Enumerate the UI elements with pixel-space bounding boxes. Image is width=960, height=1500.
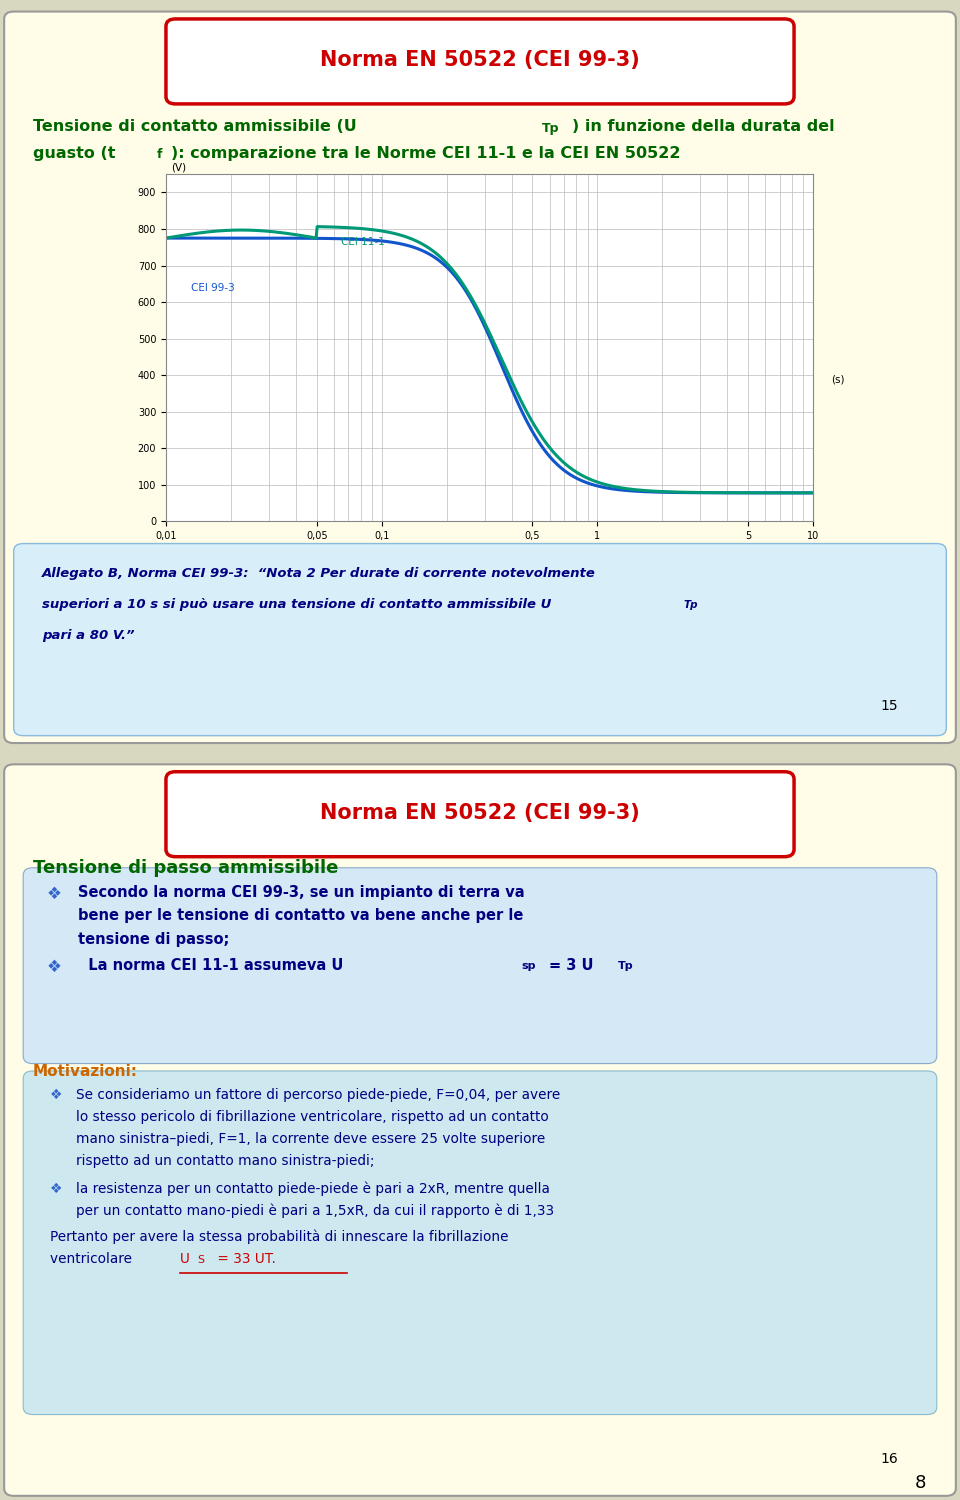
Text: 15: 15 xyxy=(880,699,898,712)
Text: Norma EN 50522 (CEI 99-3): Norma EN 50522 (CEI 99-3) xyxy=(320,51,640,70)
Text: Se consideriamo un fattore di percorso piede-piede, F=0,04, per avere: Se consideriamo un fattore di percorso p… xyxy=(76,1088,560,1102)
Text: ) in funzione della durata del: ) in funzione della durata del xyxy=(572,118,835,134)
Text: per un contatto mano-piedi è pari a 1,5xR, da cui il rapporto è di 1,33: per un contatto mano-piedi è pari a 1,5x… xyxy=(76,1204,554,1218)
Text: Allegato B, Norma CEI 99-3:  “Nota 2 Per durate di corrente notevolmente: Allegato B, Norma CEI 99-3: “Nota 2 Per … xyxy=(42,567,596,580)
Text: ventricolare: ventricolare xyxy=(50,1252,136,1266)
Text: lo stesso pericolo di fibrillazione ventricolare, rispetto ad un contatto: lo stesso pericolo di fibrillazione vent… xyxy=(76,1110,548,1124)
Text: (V): (V) xyxy=(171,162,186,172)
Text: sp: sp xyxy=(521,962,536,970)
Text: Tensione di passo ammissibile: Tensione di passo ammissibile xyxy=(33,859,338,877)
Text: la resistenza per un contatto piede-piede è pari a 2xR, mentre quella: la resistenza per un contatto piede-pied… xyxy=(76,1182,549,1197)
FancyBboxPatch shape xyxy=(4,765,956,1496)
Text: guasto (t: guasto (t xyxy=(33,146,115,160)
Text: ❖: ❖ xyxy=(50,1182,62,1196)
Text: = 33 UT.: = 33 UT. xyxy=(212,1252,276,1266)
Text: Tp: Tp xyxy=(618,962,634,970)
Text: Tp: Tp xyxy=(684,600,698,610)
Text: 8: 8 xyxy=(915,1474,926,1492)
Text: superiori a 10 s si può usare una tensione di contatto ammissibile U: superiori a 10 s si può usare una tensio… xyxy=(42,598,552,610)
Text: U: U xyxy=(180,1252,190,1266)
Text: (s): (s) xyxy=(831,375,845,384)
Text: ❖: ❖ xyxy=(47,958,61,976)
FancyBboxPatch shape xyxy=(23,868,937,1064)
Text: S: S xyxy=(198,1256,204,1264)
Text: Motivazioni:: Motivazioni: xyxy=(33,1064,137,1078)
Text: Tp: Tp xyxy=(541,122,560,135)
FancyBboxPatch shape xyxy=(166,771,794,856)
Text: rispetto ad un contatto mano sinistra-piedi;: rispetto ad un contatto mano sinistra-pi… xyxy=(76,1155,374,1168)
FancyBboxPatch shape xyxy=(166,20,794,104)
Text: mano sinistra–piedi, F=1, la corrente deve essere 25 volte superiore: mano sinistra–piedi, F=1, la corrente de… xyxy=(76,1132,544,1146)
Text: f: f xyxy=(156,148,162,162)
Text: pari a 80 V.”: pari a 80 V.” xyxy=(42,628,134,642)
FancyBboxPatch shape xyxy=(13,543,947,735)
FancyBboxPatch shape xyxy=(4,12,956,742)
Text: bene per le tensione di contatto va bene anche per le: bene per le tensione di contatto va bene… xyxy=(79,909,524,924)
Text: ❖: ❖ xyxy=(47,885,61,903)
Text: Tensione di contatto ammissibile (U: Tensione di contatto ammissibile (U xyxy=(33,118,356,134)
Text: ): comparazione tra le Norme CEI 11-1 e la CEI EN 50522: ): comparazione tra le Norme CEI 11-1 e … xyxy=(171,146,681,160)
Text: tensione di passo;: tensione di passo; xyxy=(79,932,229,946)
Text: Secondo la norma CEI 99-3, se un impianto di terra va: Secondo la norma CEI 99-3, se un impiant… xyxy=(79,885,525,900)
Text: La norma CEI 11-1 assumeva U: La norma CEI 11-1 assumeva U xyxy=(79,958,344,974)
Text: Pertanto per avere la stessa probabilità di innescare la fibrillazione: Pertanto per avere la stessa probabilità… xyxy=(50,1230,509,1245)
Text: 16: 16 xyxy=(880,1452,899,1466)
Text: = 3 U: = 3 U xyxy=(548,958,593,974)
Text: Norma EN 50522 (CEI 99-3): Norma EN 50522 (CEI 99-3) xyxy=(320,802,640,824)
FancyBboxPatch shape xyxy=(23,1071,937,1414)
Text: ❖: ❖ xyxy=(50,1088,62,1102)
